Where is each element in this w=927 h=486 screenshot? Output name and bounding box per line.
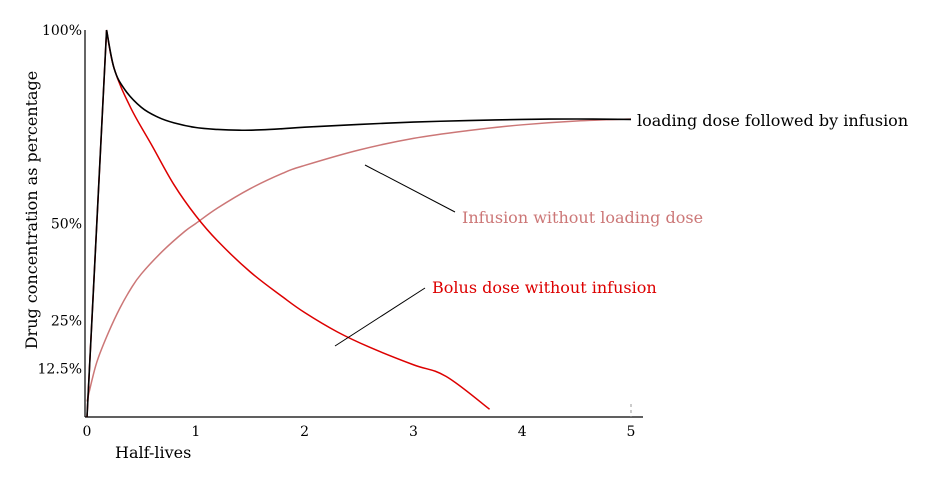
y-tick-label: 25%: [51, 313, 82, 329]
series-labels: loading dose followed by infusion Infusi…: [432, 111, 908, 297]
axes: [84, 30, 643, 418]
leader-line-bolus: [334, 287, 426, 347]
y-tick-label: 100%: [42, 23, 82, 39]
x-tick-label: 1: [191, 424, 200, 440]
leader-line-infusion: [364, 164, 456, 213]
leader-lines: [334, 164, 456, 347]
series-line-bolus: [86, 29, 491, 418]
series-lines: [86, 29, 632, 418]
series-label-infusion: Infusion without loading dose: [462, 208, 703, 227]
y-tick-label: 12.5%: [38, 362, 82, 378]
y-tick-labels: 12.5% 25% 50% 100%: [38, 23, 82, 378]
series-line-loading-dose: [86, 29, 632, 418]
series-label-loading-dose: loading dose followed by infusion: [637, 111, 908, 130]
series-label-bolus: Bolus dose without infusion: [432, 278, 657, 297]
series-line-infusion: [86, 118, 632, 402]
x-tick-label: 4: [518, 424, 527, 440]
y-tick-label: 50%: [51, 217, 82, 233]
x-tick-label: 5: [627, 424, 636, 440]
x-tick-label: 3: [409, 424, 418, 440]
y-axis-title: Drug concentration as percentage: [22, 71, 41, 350]
x-tick-label: 2: [300, 424, 309, 440]
x-tick-label: 0: [83, 424, 92, 440]
x-axis-title: Half-lives: [115, 443, 191, 462]
x-tick-labels: 0 1 2 3 4 5: [83, 424, 636, 440]
